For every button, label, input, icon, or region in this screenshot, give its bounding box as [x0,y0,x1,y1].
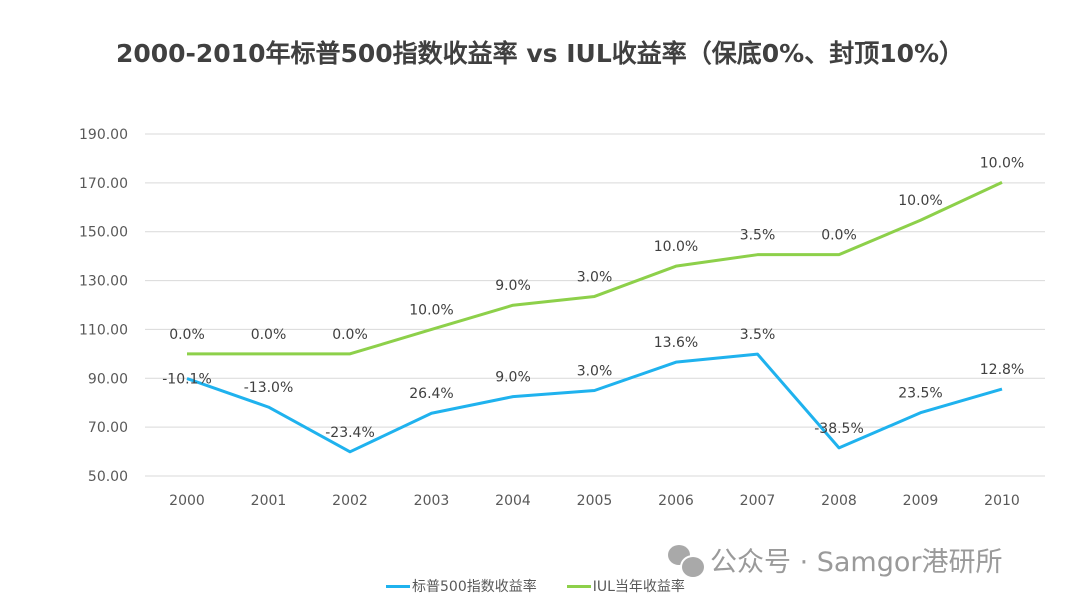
data-label: 13.6% [654,335,698,351]
x-tick-label: 2006 [658,493,694,509]
data-label: 26.4% [409,386,453,402]
data-label: 3.0% [577,269,613,285]
data-label: 23.5% [898,386,942,402]
y-tick-label: 70.00 [88,420,128,436]
data-label: 0.0% [821,228,857,244]
legend-item-iul: IUL当年收益率 [566,576,685,596]
x-tick-label: 2005 [577,493,613,509]
legend-swatch [566,584,591,588]
watermark: 公众号 · Samgor港研所 [668,540,1003,579]
data-label: 10.0% [980,155,1024,171]
data-label: 3.5% [740,327,776,343]
y-tick-label: 190.00 [79,127,128,143]
chart-title: 2000-2010年标普500指数收益率 vs IUL收益率（保底0%、封顶10… [115,39,965,68]
series-line-sp500 [186,352,1003,454]
x-tick-label: 2004 [495,493,531,509]
series-line-iul [187,181,1003,356]
watermark-text: 公众号 · Samgor港研所 [710,547,1003,578]
data-label: 0.0% [251,327,287,343]
x-tick-label: 2003 [414,493,450,509]
data-label: -23.4% [325,425,375,441]
x-tick-label: 2009 [903,493,939,509]
data-label: 0.0% [169,327,205,343]
y-tick-label: 110.00 [79,322,128,338]
data-label: 3.5% [740,228,776,244]
data-label: -38.5% [814,421,864,437]
data-label: 10.0% [409,302,453,318]
data-label: 10.0% [654,239,698,255]
data-label: 0.0% [332,327,368,343]
data-label: -10.1% [162,372,212,388]
wechat-icon [668,543,706,579]
x-tick-label: 2000 [169,493,205,509]
y-tick-label: 90.00 [88,371,128,387]
x-tick-label: 2001 [251,493,287,509]
x-tick-label: 2008 [821,493,857,509]
data-label: 10.0% [898,193,942,209]
y-tick-label: 130.00 [79,274,128,290]
x-tick-label: 2002 [332,493,368,509]
data-label: 3.0% [577,364,613,380]
data-label: 9.0% [495,370,531,386]
data-label: 12.8% [980,362,1024,378]
legend-swatch [386,584,410,588]
data-label: 9.0% [495,278,531,294]
y-tick-label: 50.00 [88,469,128,485]
y-tick-label: 150.00 [79,225,128,241]
y-tick-label: 170.00 [79,176,128,192]
data-label: -13.0% [244,380,294,396]
legend-item-sp500: 标普500指数收益率 [386,576,537,596]
legend: 标普500指数收益率 IUL当年收益率 [386,576,685,596]
x-tick-label: 2010 [984,493,1020,509]
x-tick-label: 2007 [740,493,776,509]
legend-label: IUL当年收益率 [592,579,685,595]
legend-label: 标普500指数收益率 [412,579,537,595]
